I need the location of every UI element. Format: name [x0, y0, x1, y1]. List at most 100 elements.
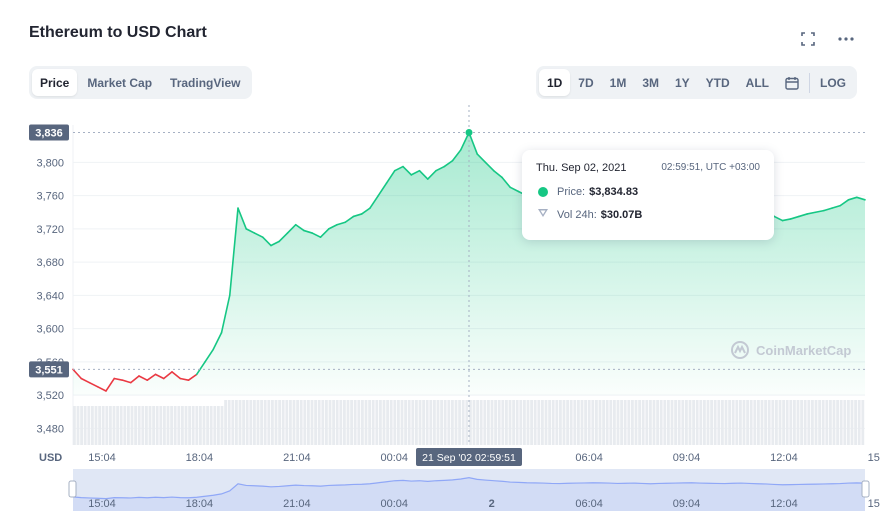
volume-bar [818, 400, 821, 445]
volume-bar [256, 400, 260, 445]
volume-bar [850, 400, 854, 445]
price-line-segment [789, 215, 800, 220]
price-line-segment [245, 228, 256, 234]
range-all[interactable]: ALL [745, 75, 769, 90]
price-line-segment [476, 153, 487, 164]
price-line-segment [146, 373, 157, 381]
range-ytd[interactable]: YTD [705, 75, 730, 90]
volume-bar [91, 406, 94, 445]
volume-bar [692, 400, 695, 445]
volume-bar [177, 406, 181, 445]
volume-bar [688, 400, 692, 445]
volume-bar [857, 400, 861, 445]
range-7d[interactable]: 7D [578, 75, 594, 90]
volume-bar [87, 406, 91, 445]
price-line-segment [798, 213, 809, 218]
volume-bar [559, 400, 562, 445]
hover-price-label: 3,836 [35, 127, 63, 139]
volume-bar [807, 400, 811, 445]
tab-tradingview[interactable]: TradingView [170, 75, 241, 90]
volume-bar [605, 400, 609, 445]
volume-bar [382, 400, 386, 445]
volume-bar [670, 400, 674, 445]
volume-bar [836, 400, 839, 445]
volume-bar [667, 400, 670, 445]
price-line-segment [385, 169, 396, 184]
volume-bar [224, 400, 227, 445]
volume-bar [803, 400, 807, 445]
price-line-segment [344, 215, 355, 224]
volume-bar [119, 406, 123, 445]
volume-bar [767, 400, 771, 445]
tab-price[interactable]: Price [32, 69, 78, 96]
volume-bar [328, 400, 332, 445]
volume-bar [220, 406, 224, 445]
price-line-segment [773, 215, 784, 222]
price-line-segment [484, 161, 495, 172]
volume-bar [584, 400, 587, 445]
price-line-segment [855, 196, 866, 201]
volume-bar [505, 400, 508, 445]
navigator-label: 00:04 [380, 498, 408, 510]
more-options-icon[interactable] [836, 30, 856, 48]
volume-bar [598, 400, 602, 445]
price-line-segment [352, 213, 363, 218]
volume-bar [728, 400, 731, 445]
volume-bar [170, 406, 173, 445]
price-line-segment [171, 371, 182, 380]
volume-bar [389, 400, 393, 445]
volume-bar [80, 406, 83, 445]
volume-bar [483, 400, 487, 445]
volume-bar [757, 400, 760, 445]
price-line-segment [212, 331, 223, 351]
navigator-label: 09:04 [673, 498, 701, 510]
price-line-segment [418, 169, 429, 180]
hover-price-badge [29, 124, 69, 141]
y-tick-label: 3,600 [36, 324, 64, 336]
tooltip-time: 02:59:51, UTC +03:00 [661, 162, 760, 173]
volume-bar [263, 400, 267, 445]
volume-bar [217, 406, 220, 445]
range-1y[interactable]: 1Y [674, 75, 690, 90]
volume-bar [299, 400, 303, 445]
x-tick-label: 12:04 [770, 452, 798, 464]
price-line-segment [492, 169, 503, 179]
volume-bar [76, 406, 80, 445]
price-line-segment [806, 211, 817, 215]
volume-bar [562, 400, 566, 445]
volume-bar [530, 400, 533, 445]
fullscreen-icon[interactable] [798, 30, 818, 48]
range-3m[interactable]: 3M [642, 75, 659, 90]
volume-bar [613, 400, 616, 445]
volume-bar [112, 406, 116, 445]
price-line-segment [105, 377, 116, 392]
price-line-segment [443, 159, 454, 168]
volume-bar [361, 400, 364, 445]
volume-bar [508, 400, 512, 445]
volume-bar [580, 400, 584, 445]
volume-bar [782, 400, 785, 445]
volume-bar [245, 400, 249, 445]
volume-bar [641, 400, 645, 445]
volume-bar [325, 400, 328, 445]
volume-bar [202, 406, 206, 445]
hover-markers: 3,551 3,836 21 Sep '02 02:59:51 [29, 105, 865, 466]
price-line-segment [88, 381, 99, 388]
tab-market-cap[interactable]: Market Cap [87, 75, 153, 90]
volume-bar [458, 400, 461, 445]
range-1d[interactable]: 1D [538, 69, 571, 96]
range-1m[interactable]: 1M [609, 75, 627, 90]
log-scale-toggle[interactable]: LOG [820, 75, 846, 90]
volume-bar [695, 400, 699, 445]
volume-bar [181, 406, 184, 445]
top-icons [798, 30, 856, 48]
price-chart[interactable]: 3,4803,5203,5603,6003,6403,6803,7203,760… [0, 105, 880, 525]
volume-bar [166, 406, 170, 445]
volume-bar [407, 400, 411, 445]
volume-bar [465, 400, 469, 445]
volume-bar [274, 400, 278, 445]
volume-bar [631, 400, 634, 445]
calendar-icon[interactable] [777, 69, 807, 96]
volume-bar [645, 400, 649, 445]
volume-bar [544, 400, 548, 445]
